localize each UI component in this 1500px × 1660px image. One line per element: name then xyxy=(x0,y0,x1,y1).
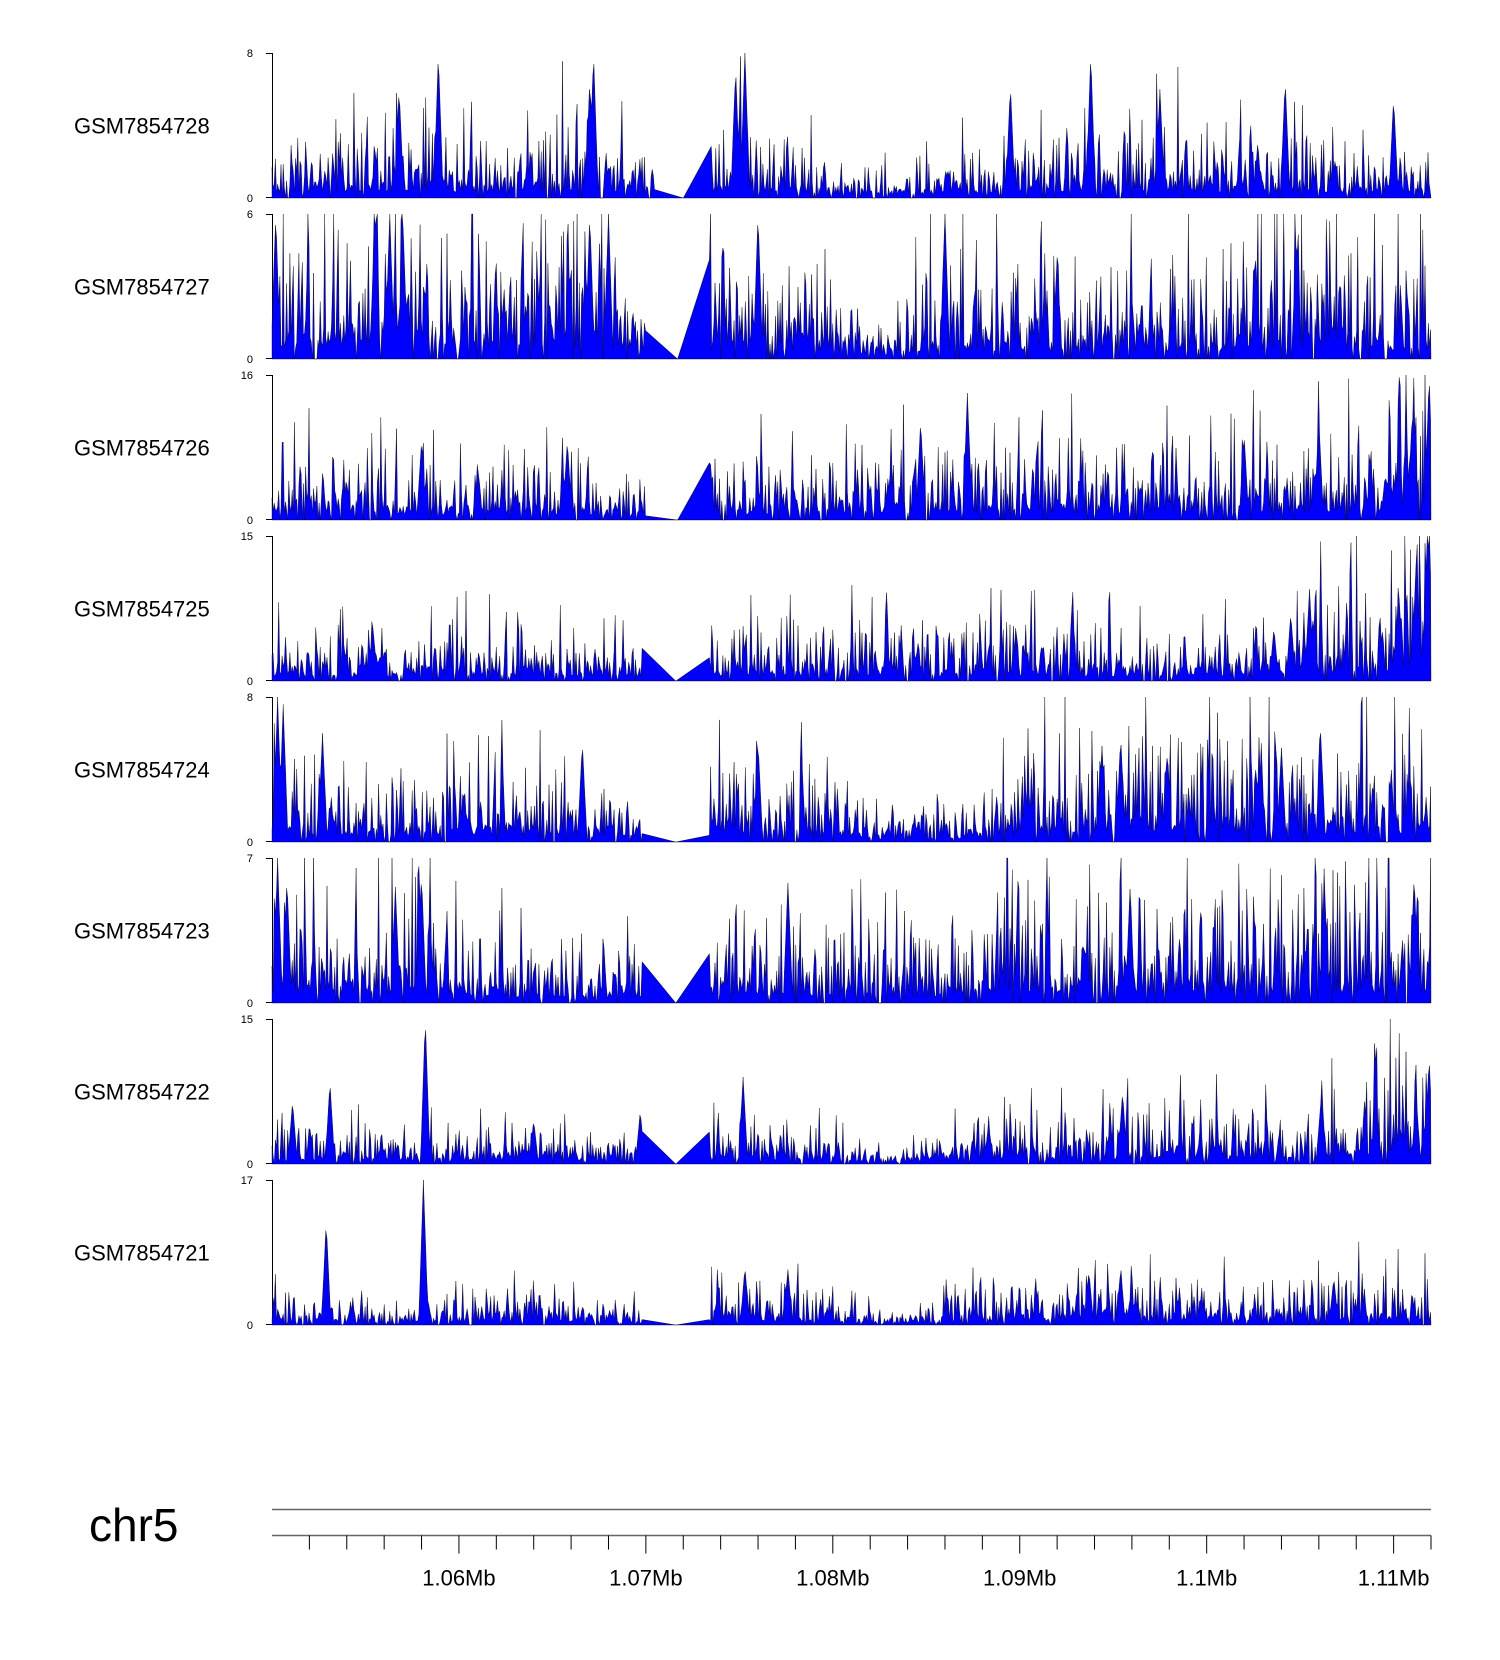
y-axis-max-label: 7 xyxy=(247,853,253,865)
y-axis-max-label: 15 xyxy=(241,531,253,543)
coverage-area-GSM7854728 xyxy=(271,52,1432,199)
y-axis-max-label: 8 xyxy=(247,692,253,704)
track-label: GSM7854724 xyxy=(74,758,210,783)
y-axis-max-label: 8 xyxy=(247,48,253,60)
track-GSM7854722: GSM7854722 15 0 xyxy=(74,1014,1432,1171)
x-tick-label: 1.09Mb xyxy=(983,1566,1056,1591)
track-label: GSM7854727 xyxy=(74,275,210,300)
track-GSM7854724: GSM7854724 8 0 xyxy=(74,692,1432,849)
genomic-axis: chr5 1.06Mb 1.07Mb 1.08Mb 1.09Mb 1.1Mb 1.11Mb xyxy=(89,1499,1432,1591)
coverage-area-GSM7854721 xyxy=(271,1179,1432,1326)
y-axis-min-label: 0 xyxy=(247,515,253,527)
track-GSM7854727: GSM7854727 6 0 xyxy=(74,209,1432,366)
y-axis-min-label: 0 xyxy=(247,1320,253,1332)
x-tick-label: 1.11Mb xyxy=(1358,1566,1430,1591)
y-axis-max-label: 15 xyxy=(241,1014,253,1026)
chromosome-label: chr5 xyxy=(89,1499,178,1551)
x-tick-label: 1.07Mb xyxy=(609,1566,682,1591)
y-axis-min-label: 0 xyxy=(247,998,253,1010)
track-label: GSM7854725 xyxy=(74,597,210,622)
track-label: GSM7854728 xyxy=(74,114,210,139)
coverage-area-GSM7854726 xyxy=(271,374,1432,521)
track-GSM7854723: GSM7854723 7 0 xyxy=(74,853,1432,1010)
y-axis-min-label: 0 xyxy=(247,676,253,688)
track-label: GSM7854721 xyxy=(74,1241,210,1266)
track-label: GSM7854726 xyxy=(74,436,210,461)
y-axis-max-label: 6 xyxy=(247,209,253,221)
coverage-area-GSM7854727 xyxy=(271,213,1432,360)
y-axis-min-label: 0 xyxy=(247,1159,253,1171)
tracks-group: GSM785472880GSM785472760GSM7854726160GSM… xyxy=(74,48,1432,1332)
coverage-area-GSM7854722 xyxy=(271,1018,1432,1165)
x-tick-label: 1.1Mb xyxy=(1176,1566,1237,1591)
coverage-area-GSM7854725 xyxy=(271,535,1432,682)
y-axis-max-label: 17 xyxy=(241,1175,253,1187)
track-label: GSM7854722 xyxy=(74,1080,210,1105)
track-GSM7854721: GSM7854721 17 0 xyxy=(74,1175,1432,1332)
coverage-area-GSM7854724 xyxy=(271,696,1432,843)
y-axis-max-label: 16 xyxy=(241,370,253,382)
track-GSM7854726: GSM7854726 16 0 xyxy=(74,370,1432,527)
track-GSM7854728: GSM7854728 8 0 xyxy=(74,48,1432,205)
y-axis-min-label: 0 xyxy=(247,837,253,849)
y-axis-min-label: 0 xyxy=(247,193,253,205)
track-GSM7854725: GSM7854725 15 0 xyxy=(74,531,1432,688)
track-label: GSM7854723 xyxy=(74,919,210,944)
x-tick-label: 1.06Mb xyxy=(422,1566,495,1591)
axis-ticks: 1.06Mb 1.07Mb 1.08Mb 1.09Mb 1.1Mb 1.11Mb xyxy=(308,1535,1432,1591)
x-tick-label: 1.08Mb xyxy=(796,1566,869,1591)
coverage-area-GSM7854723 xyxy=(271,857,1432,1004)
y-axis-min-label: 0 xyxy=(247,354,253,366)
